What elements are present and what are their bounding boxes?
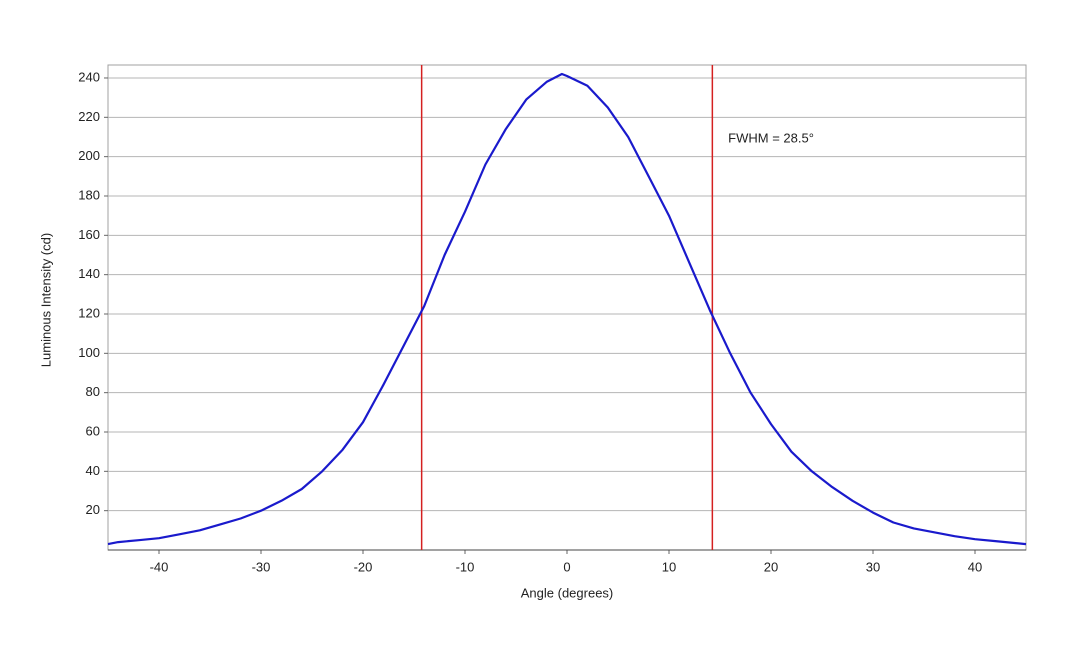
x-tick-label: 10 (662, 559, 676, 574)
y-axis-title: Luminous Intensity (cd) (38, 233, 53, 367)
x-tick-label: 40 (968, 559, 982, 574)
y-tick-label: 80 (86, 384, 100, 399)
x-tick-label: 20 (764, 559, 778, 574)
y-tick-label: 180 (78, 187, 100, 202)
y-tick-label: 60 (86, 423, 100, 438)
x-tick-label: -20 (354, 559, 373, 574)
y-tick-label: 240 (78, 69, 100, 84)
y-tick-label: 160 (78, 227, 100, 242)
x-axis-title: Angle (degrees) (521, 585, 614, 600)
y-tick-label: 220 (78, 109, 100, 124)
x-tick-label: -40 (150, 559, 169, 574)
annotation: FWHM = 28.5° (728, 130, 814, 145)
data-line (107, 72, 1027, 546)
y-tick-label: 120 (78, 305, 100, 320)
y-tick-label: 200 (78, 148, 100, 163)
y-tick-label: 40 (86, 463, 100, 478)
x-tick-label: -30 (252, 559, 271, 574)
x-tick-label: 30 (866, 559, 880, 574)
x-tick-label: 0 (563, 559, 570, 574)
y-tick-label: 20 (86, 502, 100, 517)
y-tick-label: 140 (78, 266, 100, 281)
plot-area (107, 64, 1027, 551)
y-tick-label: 100 (78, 345, 100, 360)
x-tick-label: -10 (456, 559, 475, 574)
